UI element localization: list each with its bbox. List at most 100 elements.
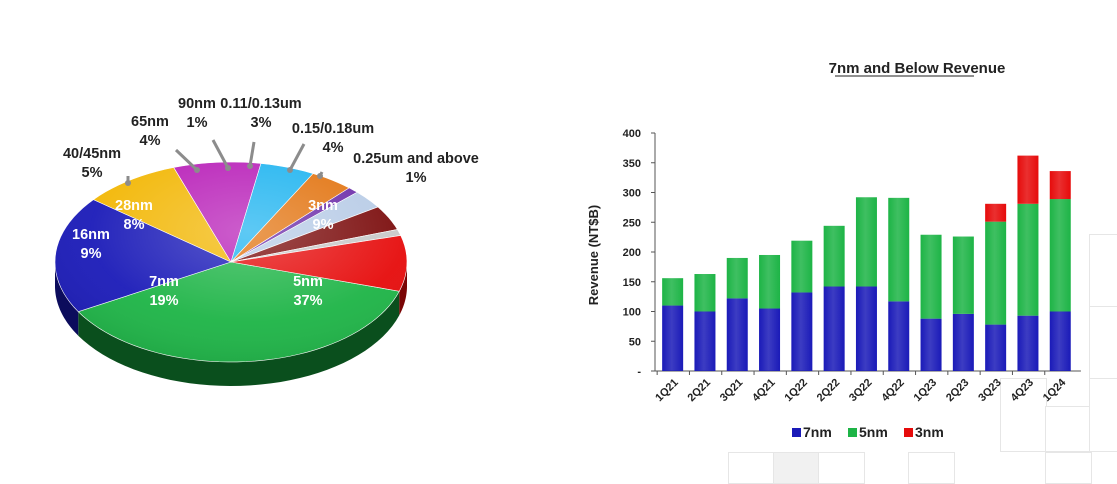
pie-labels: 5nm 37% 7nm 19% 16nm 9% 28nm 8% 40/45nm 5% 65nm 4% 9… <box>63 96 479 309</box>
pie-label-0-15-0-18um: 0.15/0.18um <box>292 121 374 137</box>
y-tick-label: 250 <box>623 217 641 229</box>
pie-label-16nm: 16nm <box>72 227 110 243</box>
bar-5nm-3Q23 <box>985 221 1007 325</box>
pie-pct-5nm: 37% <box>293 293 322 309</box>
legend-swatch-7nm <box>792 428 801 437</box>
x-tick-label: 4Q22 <box>879 377 907 405</box>
y-tick-label: 50 <box>629 336 641 348</box>
bar-5nm-4Q22 <box>888 197 910 302</box>
background-box <box>1089 234 1117 308</box>
pie-pct-90nm: 1% <box>187 115 208 131</box>
bar-7nm-1Q21 <box>662 305 684 371</box>
bar-5nm-4Q21 <box>759 254 781 309</box>
bar-7nm-2Q23 <box>952 313 974 371</box>
pie-leaders <box>125 139 324 186</box>
pie-label-3nm: 3nm <box>308 198 338 214</box>
pie-tops <box>54 161 408 363</box>
bar-5nm-1Q23 <box>920 234 942 319</box>
leader-dot-0-15-0-18um <box>287 167 293 173</box>
leader-dot-0-11-0-13um <box>247 163 253 169</box>
bars <box>662 155 1071 371</box>
bar-5nm-2Q23 <box>952 236 974 314</box>
pie-pct-65nm: 4% <box>140 133 161 149</box>
y-tick-label: 100 <box>623 307 641 319</box>
bar-7nm-3Q23 <box>985 324 1007 371</box>
x-tick-label: 1Q22 <box>782 377 810 405</box>
pie-pct-7nm: 19% <box>149 293 178 309</box>
x-tick-label: 1Q21 <box>653 377 681 405</box>
pie-label-5nm: 5nm <box>293 274 323 290</box>
leader-line-90nm <box>211 139 230 169</box>
pie-chart: 5nm 37% 7nm 19% 16nm 9% 28nm 8% 40/45nm 5% 65nm 4% 9… <box>54 96 479 386</box>
bar-7nm-2Q22 <box>823 286 845 371</box>
bar-7nm-3Q22 <box>855 286 877 371</box>
pie-pct-16nm: 9% <box>81 246 102 262</box>
pie-pct-28nm: 8% <box>124 217 145 233</box>
x-tick-label: 1Q23 <box>912 377 940 405</box>
chart-title: 7nm and Below Revenue <box>829 60 1006 77</box>
x-tick-label: 3Q21 <box>718 377 746 405</box>
pie-label-40-45nm: 40/45nm <box>63 146 121 162</box>
pie-pct-0-11-0-13um: 3% <box>251 115 272 131</box>
y-tick-label: 300 <box>623 188 641 200</box>
legend-swatch-3nm <box>904 428 913 437</box>
pie-label-28nm: 28nm <box>115 198 153 214</box>
leader-dot-65nm <box>194 167 200 173</box>
pie-label-7nm: 7nm <box>149 274 179 290</box>
y-tick-label: 150 <box>623 277 641 289</box>
leader-line-65nm <box>174 148 199 172</box>
pie-pct-40-45nm: 5% <box>82 165 103 181</box>
bar-3nm-3Q23 <box>985 203 1007 222</box>
x-tick-label: 4Q23 <box>1009 377 1037 405</box>
bar-7nm-1Q22 <box>791 292 813 371</box>
legend-label-3nm: 3nm <box>915 424 944 440</box>
x-tick-label: 2Q21 <box>686 377 714 405</box>
bar-3nm-4Q23 <box>1017 155 1039 204</box>
bar-5nm-1Q22 <box>791 240 813 293</box>
x-tick-label: 3Q23 <box>976 377 1004 405</box>
bar-7nm-4Q22 <box>888 301 910 371</box>
pie-label-90nm: 90nm <box>178 96 216 112</box>
pie-pct-0-15-0-18um: 4% <box>323 140 344 156</box>
x-tick-label: 1Q24 <box>1041 376 1069 404</box>
bar-5nm-4Q23 <box>1017 203 1039 316</box>
bar-5nm-1Q21 <box>662 278 684 306</box>
y-tick-label: 200 <box>623 247 641 259</box>
background-box <box>1089 306 1117 380</box>
leader-dot-40-45nm <box>125 180 131 186</box>
bar-7nm-4Q21 <box>759 308 781 371</box>
bar-5nm-3Q21 <box>726 257 748 299</box>
bar-7nm-1Q24 <box>1049 311 1071 371</box>
pie-label-65nm: 65nm <box>131 114 169 130</box>
leader-dot-90nm <box>225 165 231 171</box>
legend-label-5nm: 5nm <box>859 424 888 440</box>
bar-chart: 7nm and Below Revenue Revenue (NT$B) - 50… <box>586 60 1081 440</box>
bar-7nm-3Q21 <box>726 298 748 371</box>
leader-line-0-11-0-13um <box>248 141 256 167</box>
leader-dot-0-25um-and-above <box>317 173 323 179</box>
bar-3nm-1Q24 <box>1049 171 1071 200</box>
y-tick-label: 400 <box>623 128 641 140</box>
leader-line-0-15-0-18um <box>288 143 306 171</box>
pie-side-5nm <box>78 291 400 386</box>
pie-pct-3nm: 9% <box>313 217 334 233</box>
y-axis-label: Revenue (NT$B) <box>586 205 601 305</box>
x-axis-labels: 1Q21 2Q21 3Q21 4Q21 1Q22 2Q22 3Q22 4Q22 1Q23 2Q23… <box>653 376 1069 404</box>
legend-swatch-5nm <box>848 428 857 437</box>
pie-pct-0-25um-and-above: 1% <box>406 170 427 186</box>
bar-5nm-2Q22 <box>823 225 845 287</box>
background-box <box>1045 406 1091 452</box>
y-tick-label: 350 <box>623 158 641 170</box>
bar-7nm-4Q23 <box>1017 315 1039 371</box>
x-tick-label: 2Q22 <box>815 377 843 405</box>
bar-5nm-2Q21 <box>694 274 716 312</box>
x-tick-label: 4Q21 <box>750 377 778 405</box>
legend-label-7nm: 7nm <box>803 424 832 440</box>
bar-5nm-3Q22 <box>855 197 877 287</box>
bar-5nm-1Q24 <box>1049 199 1071 312</box>
y-axis: - 50 100 150 200 250 300 350 400 <box>623 128 1081 378</box>
bar-7nm-2Q21 <box>694 311 716 371</box>
bar-7nm-1Q23 <box>920 318 942 371</box>
background-box <box>1089 378 1117 452</box>
background-box <box>1000 378 1047 452</box>
